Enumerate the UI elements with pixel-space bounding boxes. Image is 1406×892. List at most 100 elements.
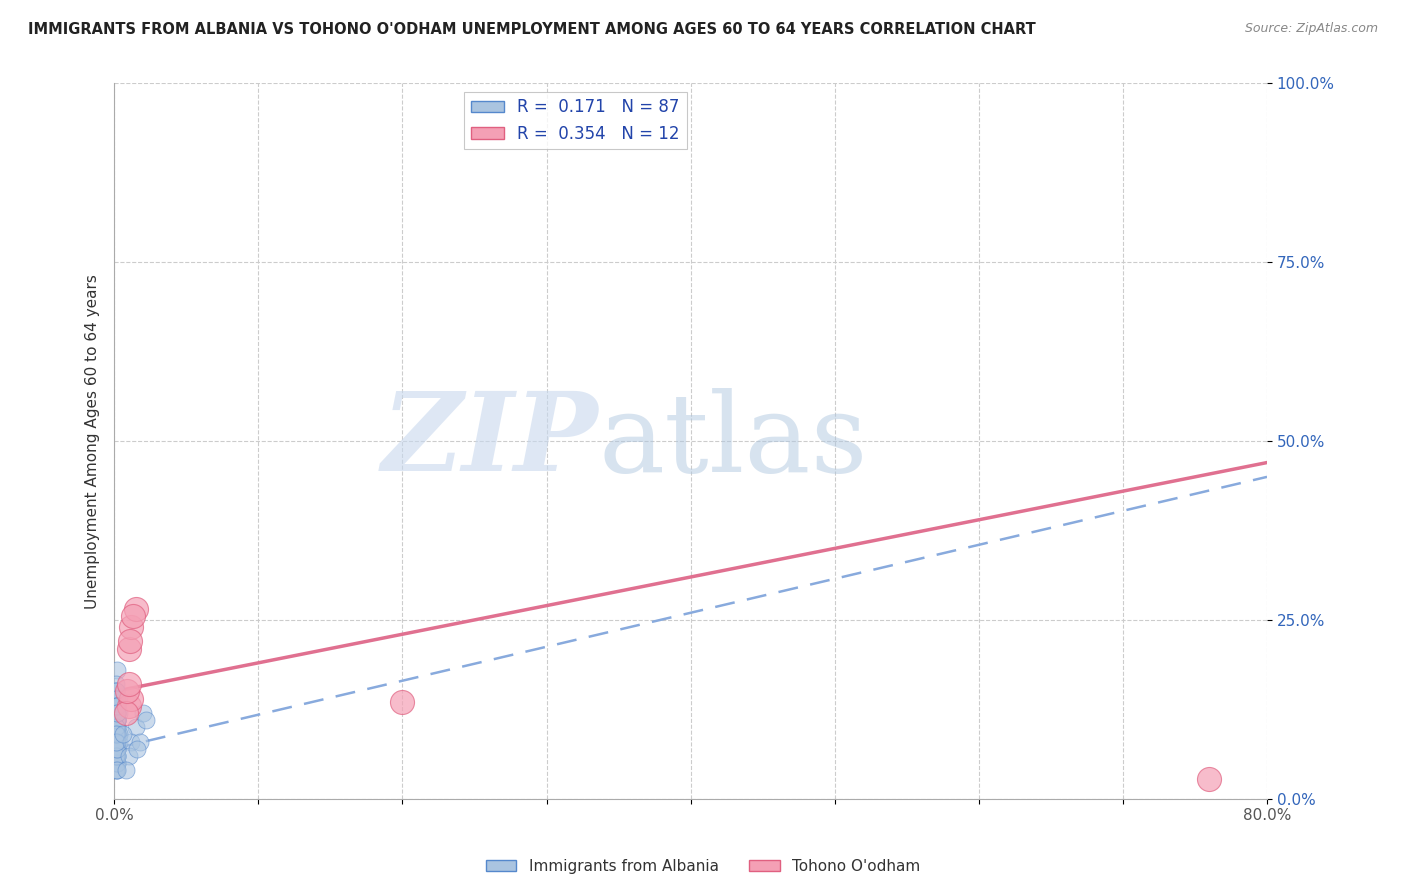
Point — [1198, 772, 1220, 786]
Point — [105, 748, 128, 763]
Point — [104, 698, 127, 713]
Point — [129, 734, 152, 748]
Point — [104, 734, 127, 748]
Point — [104, 691, 127, 706]
Point — [104, 734, 127, 748]
Point — [105, 663, 128, 677]
Point — [105, 713, 128, 727]
Point — [105, 727, 128, 741]
Point — [104, 698, 127, 713]
Point — [105, 727, 128, 741]
Point — [105, 698, 128, 713]
Point — [104, 720, 127, 734]
Point — [104, 763, 127, 777]
Point — [105, 741, 128, 756]
Point — [105, 741, 128, 756]
Point — [104, 677, 127, 691]
Point — [107, 691, 129, 706]
Point — [107, 706, 129, 720]
Point — [105, 756, 128, 770]
Point — [118, 634, 141, 648]
Text: Source: ZipAtlas.com: Source: ZipAtlas.com — [1244, 22, 1378, 36]
Point — [121, 620, 143, 634]
Point — [104, 706, 127, 720]
Point — [104, 734, 127, 748]
Point — [125, 720, 148, 734]
Point — [105, 741, 128, 756]
Point — [105, 706, 128, 720]
Point — [104, 706, 127, 720]
Text: IMMIGRANTS FROM ALBANIA VS TOHONO O'ODHAM UNEMPLOYMENT AMONG AGES 60 TO 64 YEARS: IMMIGRANTS FROM ALBANIA VS TOHONO O'ODHA… — [28, 22, 1036, 37]
Point — [391, 695, 413, 709]
Point — [104, 727, 127, 741]
Point — [104, 706, 127, 720]
Point — [114, 763, 136, 777]
Point — [135, 713, 157, 727]
Point — [105, 734, 128, 748]
Point — [105, 691, 128, 706]
Point — [104, 713, 127, 727]
Point — [104, 734, 127, 748]
Point — [105, 720, 128, 734]
Point — [105, 698, 128, 713]
Point — [104, 741, 127, 756]
Point — [104, 720, 127, 734]
Point — [105, 698, 128, 713]
Point — [105, 756, 128, 770]
Point — [105, 713, 128, 727]
Point — [104, 698, 127, 713]
Point — [104, 734, 127, 748]
Point — [105, 763, 128, 777]
Point — [105, 713, 128, 727]
Point — [105, 741, 128, 756]
Point — [104, 748, 127, 763]
Point — [121, 734, 143, 748]
Point — [105, 748, 128, 763]
Point — [104, 691, 127, 706]
Point — [105, 748, 128, 763]
Point — [122, 609, 145, 624]
Point — [105, 748, 128, 763]
Point — [105, 720, 128, 734]
Point — [125, 602, 148, 616]
Point — [105, 727, 128, 741]
Point — [105, 698, 128, 713]
Point — [127, 741, 149, 756]
Point — [105, 706, 128, 720]
Legend: R =  0.171   N = 87, R =  0.354   N = 12: R = 0.171 N = 87, R = 0.354 N = 12 — [464, 92, 686, 150]
Point — [104, 720, 127, 734]
Point — [105, 756, 128, 770]
Point — [105, 756, 128, 770]
Point — [104, 684, 127, 698]
Point — [117, 677, 139, 691]
Point — [105, 713, 128, 727]
Legend: Immigrants from Albania, Tohono O'odham: Immigrants from Albania, Tohono O'odham — [479, 853, 927, 880]
Point — [107, 734, 129, 748]
Point — [107, 727, 129, 741]
Point — [104, 684, 127, 698]
Point — [132, 706, 155, 720]
Point — [105, 720, 128, 734]
Point — [105, 727, 128, 741]
Point — [105, 713, 128, 727]
Point — [105, 706, 128, 720]
Point — [121, 691, 143, 706]
Y-axis label: Unemployment Among Ages 60 to 64 years: Unemployment Among Ages 60 to 64 years — [86, 274, 100, 608]
Point — [117, 748, 139, 763]
Point — [104, 684, 127, 698]
Text: ZIP: ZIP — [382, 387, 599, 495]
Point — [104, 720, 127, 734]
Point — [105, 741, 128, 756]
Point — [104, 741, 127, 756]
Point — [105, 748, 128, 763]
Point — [104, 727, 127, 741]
Point — [105, 741, 128, 756]
Point — [105, 713, 128, 727]
Point — [105, 734, 128, 748]
Point — [114, 706, 136, 720]
Point — [111, 727, 134, 741]
Point — [105, 763, 128, 777]
Point — [104, 720, 127, 734]
Point — [117, 641, 139, 656]
Text: atlas: atlas — [599, 388, 868, 494]
